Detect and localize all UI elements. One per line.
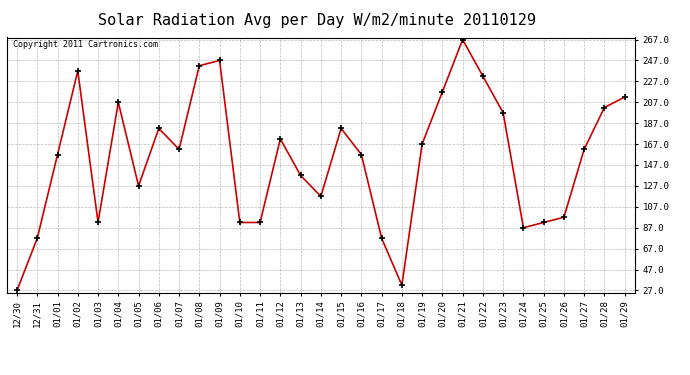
Text: Solar Radiation Avg per Day W/m2/minute 20110129: Solar Radiation Avg per Day W/m2/minute …	[99, 13, 536, 28]
Text: Copyright 2011 Cartronics.com: Copyright 2011 Cartronics.com	[13, 40, 158, 49]
